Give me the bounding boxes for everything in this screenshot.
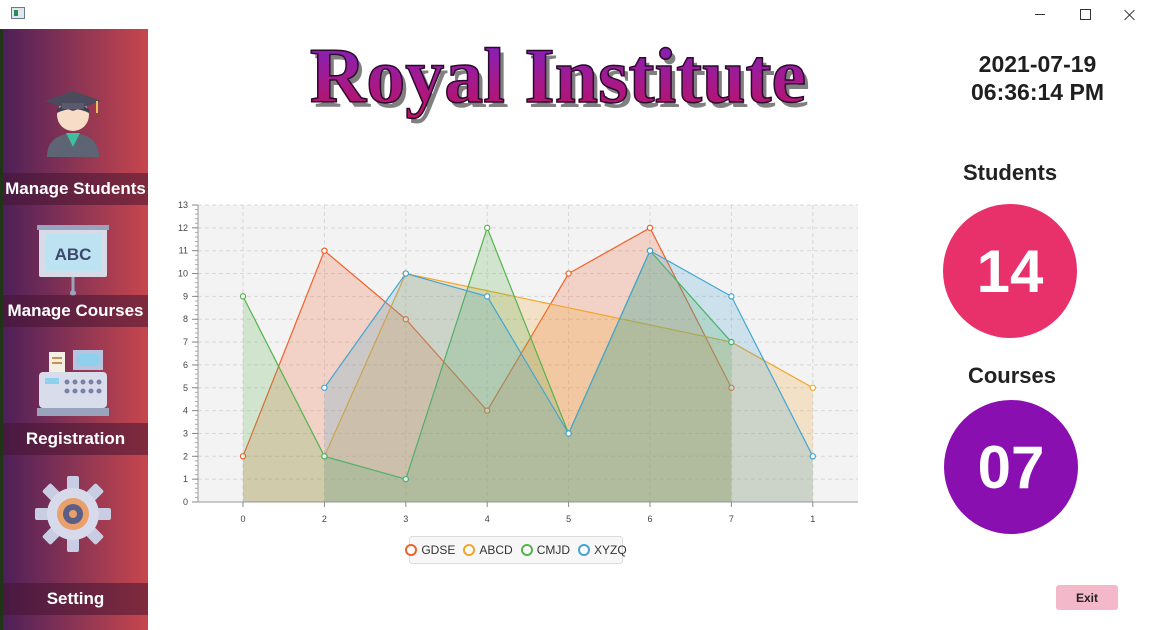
close-icon: [1124, 9, 1136, 21]
time-text: 06:36:14 PM: [971, 79, 1104, 105]
series-area-cmjd: [243, 227, 732, 502]
x-tick-label: 6: [647, 514, 652, 524]
series-area-abcd: [324, 273, 813, 502]
cash-register-icon: [37, 350, 109, 416]
x-tick-label: 3: [403, 514, 408, 524]
legend-item-cmjd: CMJD: [520, 543, 571, 557]
data-point-gdse: [402, 316, 409, 323]
legend-marker: [578, 544, 591, 556]
maximize-icon: [1079, 9, 1091, 20]
gear-icon: [35, 476, 111, 552]
data-point-xyzq: [728, 293, 735, 300]
data-point-cmjd: [239, 293, 247, 300]
close-window-button[interactable]: [1107, 0, 1151, 29]
svg-text:Royal Institute: Royal Institute: [310, 32, 806, 119]
y-tick-label: 1: [183, 474, 188, 484]
y-tick-label: 10: [178, 269, 188, 279]
series-line-abcd: [323, 272, 814, 457]
sidebar-item-label: Manage Courses: [3, 295, 148, 327]
exit-button[interactable]: Exit: [1056, 585, 1118, 610]
window-titlebar: [0, 0, 1151, 29]
x-tick-label: 4: [485, 514, 490, 524]
y-tick-label: 12: [178, 223, 188, 233]
data-point-gdse: [728, 384, 735, 391]
legend-label: ABCD: [479, 543, 513, 557]
y-tick-label: 11: [179, 246, 188, 256]
svg-text:Royal Institute: Royal Institute: [314, 37, 810, 124]
minimize-button[interactable]: [1017, 0, 1063, 29]
data-point-cmjd: [321, 453, 328, 460]
data-point-cmjd: [728, 338, 735, 346]
sidebar-item-label: Registration: [3, 423, 148, 455]
x-tick-label: 2: [322, 514, 327, 524]
sidebar-item-label: Setting: [3, 583, 148, 615]
series-area-gdse: [243, 227, 732, 502]
data-point-xyzq: [646, 247, 654, 254]
y-tick-label: 13: [178, 200, 188, 210]
plot-background: [198, 205, 858, 502]
maximize-button[interactable]: [1062, 0, 1108, 29]
legend-item-xyzq: XYZQ: [578, 543, 627, 557]
data-point-abcd: [809, 384, 817, 391]
y-tick-label: 3: [183, 428, 188, 438]
legend-item-abcd: ABCD: [463, 543, 513, 557]
students-count: 14: [976, 237, 1044, 305]
sidebar-item-manage-students[interactable]: Manage Students: [3, 79, 148, 209]
legend-marker: [463, 544, 476, 556]
y-tick-label: 5: [183, 383, 188, 393]
data-point-gdse: [565, 270, 572, 277]
data-point-xyzq: [402, 270, 409, 277]
y-tick-label: 8: [183, 314, 188, 324]
data-point-xyzq: [484, 293, 491, 300]
abc-board-icon: ABC: [37, 225, 109, 296]
data-point-gdse: [484, 407, 491, 414]
x-tick-label: 1: [810, 514, 815, 524]
chart-legend: GDSE ABCD CMJD XYZQ: [405, 536, 627, 564]
data-point-xyzq: [809, 453, 817, 460]
x-tick-label: 0: [240, 514, 245, 524]
sidebar: Manage Students ABC Manage Courses: [0, 29, 148, 630]
courses-count-badge: 07: [944, 400, 1078, 534]
legend-marker: [405, 544, 418, 556]
y-tick-label: 7: [183, 337, 188, 347]
courses-label: Courses: [967, 363, 1057, 388]
legend-label: XYZQ: [594, 543, 627, 557]
x-tick-label: 7: [729, 514, 734, 524]
legend-item-gdse: GDSE: [405, 543, 455, 557]
y-tick-label: 4: [183, 406, 188, 416]
data-point-xyzq: [565, 430, 572, 437]
legend-label: GDSE: [421, 543, 456, 557]
student-graduate-icon: [45, 91, 101, 157]
students-label: Students: [962, 160, 1058, 185]
students-count-badge: 14: [943, 204, 1077, 338]
series-area-xyzq: [324, 250, 813, 502]
datetime-display: 2021-07-19 06:36:14 PM: [950, 50, 1125, 106]
y-tick-label: 0: [183, 497, 188, 507]
date-text: 2021-07-19: [978, 51, 1097, 77]
y-tick-label: 2: [183, 451, 188, 461]
data-point-gdse: [321, 247, 328, 254]
y-tick-label: 9: [183, 291, 188, 301]
brand-title: Royal Institute Royal Institute: [250, 31, 890, 124]
svg-text:ABC: ABC: [55, 245, 92, 264]
courses-count: 07: [977, 433, 1045, 501]
minimize-icon: [1035, 14, 1045, 15]
legend-label: CMJD: [536, 543, 571, 557]
data-point-gdse: [239, 453, 247, 460]
y-tick-label: 6: [183, 360, 188, 370]
x-tick-label: 5: [566, 514, 571, 524]
sidebar-item-registration[interactable]: Registration: [3, 344, 148, 459]
data-point-gdse: [646, 224, 654, 232]
data-point-xyzq: [321, 384, 328, 391]
sidebar-item-label: Manage Students: [3, 173, 148, 205]
sidebar-item-setting[interactable]: Setting: [3, 474, 148, 615]
app-icon: [11, 7, 25, 19]
sidebar-item-manage-courses[interactable]: ABC Manage Courses: [3, 219, 148, 334]
data-point-cmjd: [484, 224, 491, 232]
legend-marker: [520, 544, 533, 556]
data-point-cmjd: [402, 475, 409, 483]
